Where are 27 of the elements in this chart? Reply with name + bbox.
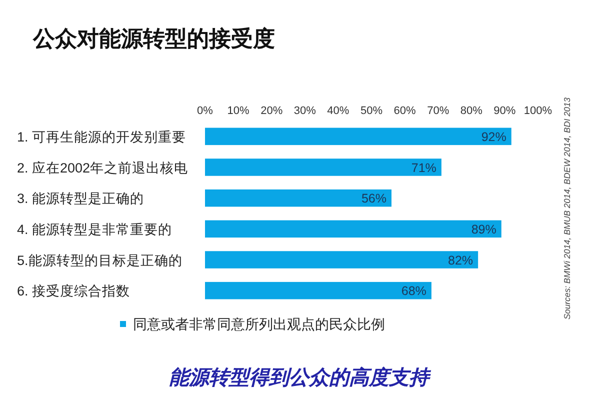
- y-tick-label: 2. 应在2002年之前退出核电: [17, 160, 188, 176]
- annotation: Sources: BMWi 2014, BMUB 2014, BDEW 2014, BDI 2013: [562, 98, 572, 320]
- x-tick-label: 60%: [394, 105, 416, 117]
- data-label: 82%: [448, 253, 474, 268]
- y-tick-label: 3. 能源转型是正确的: [17, 191, 144, 206]
- annotation: 能源转型得到公众的高度支持: [169, 367, 429, 389]
- x-tick-label: 100%: [524, 105, 552, 117]
- y-tick-label: 6. 接受度综合指数: [17, 284, 130, 299]
- title: 公众对能源转型的接受度: [33, 26, 275, 51]
- y-tick-label: 5.能源转型的目标是正确的: [17, 252, 182, 268]
- data-label: 68%: [401, 284, 426, 298]
- x-tick-label: 30%: [294, 105, 316, 117]
- x-tick-label: 90%: [494, 105, 516, 117]
- data-label: 92%: [481, 130, 506, 144]
- x-tick-label: 70%: [427, 105, 450, 117]
- legend: 同意或者非常同意所列出观点的民众比例: [120, 316, 385, 332]
- x-tick-label: 80%: [460, 105, 483, 117]
- x-tick-label: 50%: [360, 105, 383, 117]
- x-tick-label: 40%: [327, 105, 350, 117]
- data-label: 56%: [361, 192, 386, 206]
- y-tick-label: 1. 可再生能源的开发别重要: [17, 129, 186, 144]
- data-label: 89%: [471, 222, 496, 236]
- x-tick-label: 10%: [227, 105, 250, 117]
- x-tick-label: 0%: [197, 105, 214, 117]
- y-tick-label: 4. 能源转型是非常重要的: [17, 222, 172, 237]
- data-label: 71%: [411, 160, 436, 175]
- x-tick-label: 20%: [260, 105, 283, 117]
